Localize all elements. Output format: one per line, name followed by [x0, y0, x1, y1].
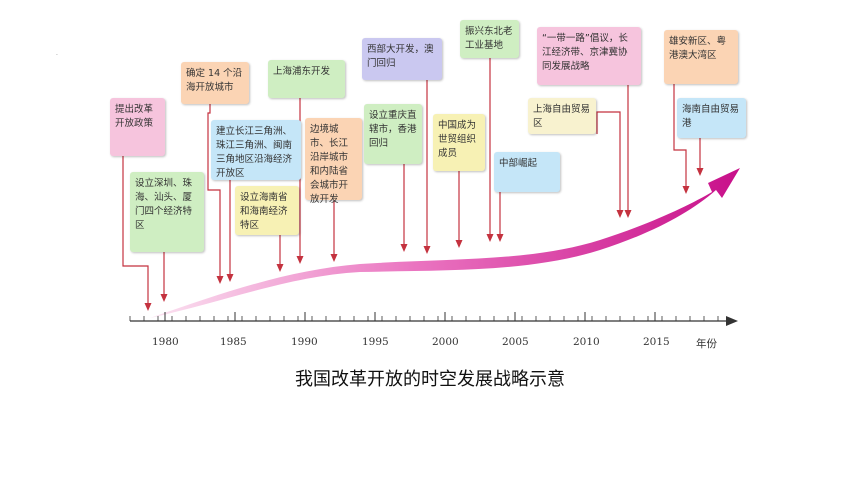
event-text: 海南自由贸易港 [682, 104, 740, 129]
event-text: 中部崛起 [499, 158, 538, 169]
connector-arrowhead [624, 210, 632, 218]
stray-dot: . [56, 50, 58, 57]
event-box: 海南自由贸易港 [677, 98, 746, 138]
event-box: 上海浦东开发 [268, 60, 345, 98]
event-text: 雄安新区、粤港澳大湾区 [669, 36, 727, 61]
event-text: 设立重庆直辖市，香港回归 [369, 110, 417, 149]
event-text: 上海浦东开发 [273, 66, 331, 77]
event-box: “一带一路”倡议，长江经济带、京津冀协同发展战略 [537, 27, 641, 85]
connector-arrowhead [160, 294, 168, 302]
growth-band-arrow [150, 168, 740, 318]
event-text: 建立长江三角洲、珠江三角洲、闽南三角地区沿海经济开放区 [216, 126, 293, 179]
event-box: 提出改革开放政策 [110, 98, 165, 156]
event-box: 设立重庆直辖市，香港回归 [364, 104, 422, 164]
connector-arrowhead [486, 234, 494, 242]
event-text: 上海自由贸易区 [533, 104, 591, 129]
connector-arrowhead [616, 210, 624, 218]
event-box: 设立深圳、珠海、汕头、厦门四个经济特区 [130, 172, 204, 252]
event-text: 设立深圳、珠海、汕头、厦门四个经济特区 [135, 178, 193, 231]
event-box: 设立海南省和海南经济特区 [235, 186, 299, 235]
connector-arrowhead [496, 234, 504, 242]
event-text: 提出改革开放政策 [115, 104, 154, 129]
connector-arrowhead [226, 274, 234, 282]
connector-line [596, 111, 621, 214]
event-box: 边境城市、长江沿岸城市和内陆省会城市开放开发 [305, 118, 362, 205]
event-text: 设立海南省和海南经济特区 [240, 192, 288, 231]
connector-arrowhead [330, 254, 338, 262]
tick-label: 2005 [502, 336, 529, 348]
event-text: 西部大开发，澳门回归 [367, 44, 434, 69]
connector-arrowhead [455, 240, 463, 248]
connector-arrowhead [696, 168, 704, 176]
tick-label: 1995 [362, 336, 389, 348]
connector-arrowhead [400, 244, 408, 252]
tick-label: 1985 [220, 336, 247, 348]
event-box: 雄安新区、粤港澳大湾区 [664, 30, 738, 84]
tick-label: 2000 [432, 336, 459, 348]
connector-line [122, 145, 149, 307]
connector-line [207, 104, 221, 280]
x-axis-arrowhead [726, 316, 738, 326]
connector-arrowhead [682, 186, 690, 194]
connector-arrowhead [423, 246, 431, 254]
axis-unit-label: 年份 [696, 338, 717, 350]
connector-arrowhead [216, 276, 224, 284]
event-box: 中国成为世贸组织成员 [433, 114, 485, 171]
event-box: 西部大开发，澳门回归 [362, 38, 442, 80]
connector-arrowhead [144, 303, 152, 311]
connector-line [673, 84, 687, 190]
event-box: 上海自由贸易区 [528, 98, 596, 134]
tick-label: 2010 [573, 336, 600, 348]
connector-arrowhead [296, 256, 304, 264]
event-box: 确定 14 个沿海开放城市 [181, 62, 249, 104]
diagram-caption: 我国改革开放的时空发展战略示意 [295, 369, 565, 390]
connector-arrowhead [276, 264, 284, 272]
tick-label: 2015 [643, 336, 670, 348]
tick-label: 1990 [291, 336, 318, 348]
event-text: 振兴东北老工业基地 [465, 26, 513, 51]
event-text: 边境城市、长江沿岸城市和内陆省会城市开放开发 [310, 124, 349, 205]
event-box: 振兴东北老工业基地 [460, 20, 519, 58]
event-text: 确定 14 个沿海开放城市 [186, 68, 243, 93]
event-box: 中部崛起 [494, 152, 560, 192]
event-box: 建立长江三角洲、珠江三角洲、闽南三角地区沿海经济开放区 [211, 120, 301, 180]
event-text: “一带一路”倡议，长江经济带、京津冀协同发展战略 [542, 33, 628, 72]
tick-label: 1980 [152, 336, 179, 348]
event-text: 中国成为世贸组织成员 [438, 120, 477, 159]
